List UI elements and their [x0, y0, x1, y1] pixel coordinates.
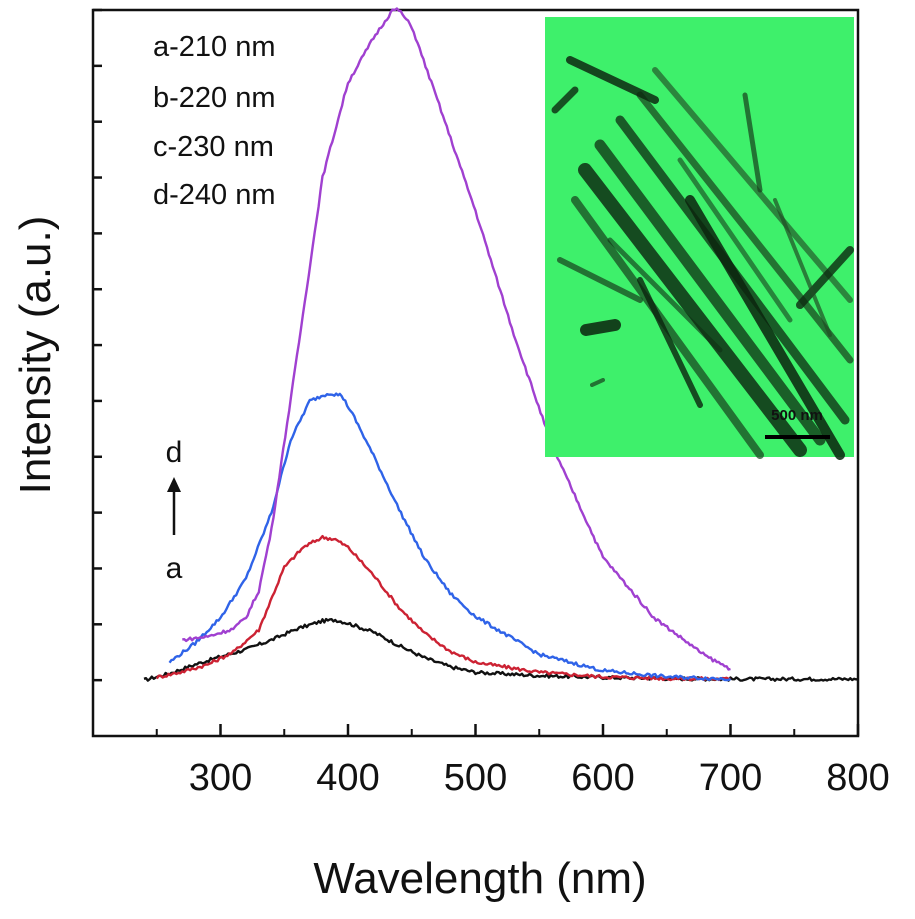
y-axis-title: Intensity (a.u.): [11, 216, 60, 495]
arrow-label-bottom: a: [166, 552, 183, 585]
legend-entry-d: d-240 nm: [153, 179, 276, 211]
series-layer: [143, 7, 859, 682]
legend-entry-c: c-230 nm: [153, 131, 274, 163]
x-axis-title: Wavelength (nm): [313, 854, 646, 903]
legend-entry-b: b-220 nm: [153, 82, 276, 114]
series-line-c: [168, 392, 732, 682]
x-tick-label: 300: [189, 757, 252, 799]
arrow-head: [167, 477, 181, 492]
x-tick-label: 400: [316, 757, 379, 799]
x-tick-label: 500: [444, 757, 507, 799]
ticks-layer: 300 400 500 600 700 800: [93, 8, 890, 799]
series-line-b: [155, 534, 731, 682]
inset-micrograph: 500 nm: [545, 17, 854, 460]
x-tick-label: 800: [826, 757, 889, 799]
scale-bar-label: 500 nm: [771, 407, 823, 424]
nanorod-bundle: [551, 56, 854, 460]
legend: a-210 nm b-220 nm c-230 nm d-240 nm: [153, 31, 276, 211]
x-tick-label: 600: [571, 757, 634, 799]
series-line-d: [182, 7, 731, 671]
excitation-arrow-annotation: d a: [166, 436, 183, 585]
x-tick-label: 700: [699, 757, 762, 799]
arrow-label-top: d: [166, 436, 183, 469]
legend-entry-a: a-210 nm: [153, 31, 276, 63]
series-line-a: [143, 617, 859, 682]
